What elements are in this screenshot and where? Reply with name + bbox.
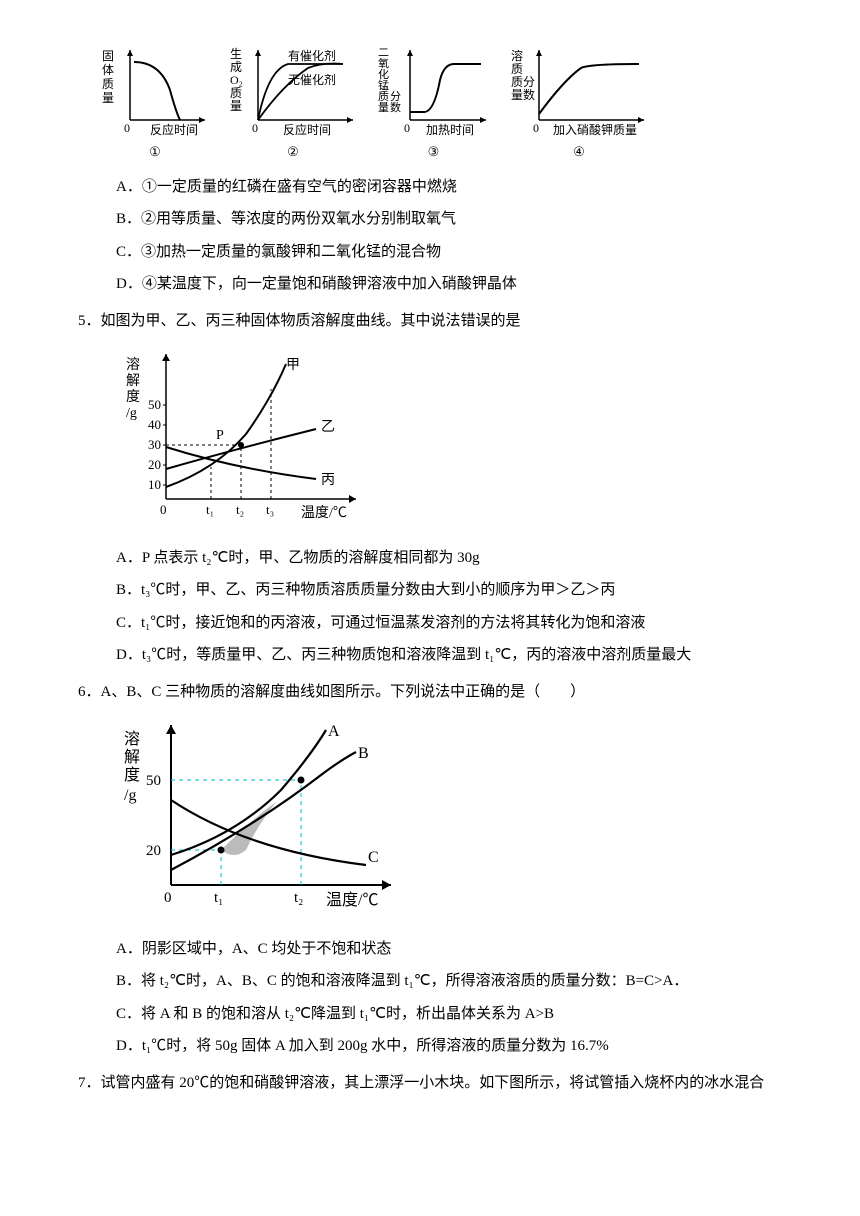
svg-text:t₂: t₂ bbox=[236, 502, 244, 517]
svg-text:解: 解 bbox=[126, 373, 140, 389]
svg-text:10: 10 bbox=[148, 477, 161, 492]
q6-stem: 6．A、B、C 三种物质的溶解度曲线如图所示。下列说法中正确的是（ ） bbox=[78, 678, 800, 707]
svg-text:质: 质 bbox=[511, 62, 523, 76]
svg-text:温度/℃: 温度/℃ bbox=[301, 505, 347, 521]
svg-text:体: 体 bbox=[102, 63, 114, 77]
chart-4-num: ④ bbox=[573, 140, 585, 165]
svg-text:t₁: t₁ bbox=[206, 502, 214, 517]
svg-text:C: C bbox=[368, 849, 379, 866]
svg-text:/g: /g bbox=[124, 787, 136, 804]
svg-text:温度/℃: 温度/℃ bbox=[326, 891, 378, 909]
svg-text:度: 度 bbox=[126, 389, 140, 405]
q5-options: A．P 点表示 t₂℃时，甲、乙物质的溶解度相同都为 30g B．t₃℃时，甲、… bbox=[116, 544, 800, 670]
svg-text:量: 量 bbox=[102, 91, 114, 105]
svg-text:质: 质 bbox=[511, 75, 523, 89]
svg-text:固: 固 bbox=[102, 49, 114, 63]
q5-stem: 5．如图为甲、乙、丙三种固体物质溶解度曲线。其中说法错误的是 bbox=[78, 307, 800, 336]
q6-opt-a: A．阴影区域中，A、C 均处于不饱和状态 bbox=[116, 935, 800, 964]
svg-text:质: 质 bbox=[230, 86, 242, 100]
svg-text:量: 量 bbox=[511, 88, 523, 102]
q4-opt-c: C．③加热一定质量的氯酸钾和二氧化锰的混合物 bbox=[116, 238, 800, 267]
svg-text:溶: 溶 bbox=[511, 48, 523, 63]
svg-text:20: 20 bbox=[146, 843, 161, 859]
svg-text:丙: 丙 bbox=[321, 473, 335, 488]
svg-text:成: 成 bbox=[230, 60, 242, 74]
svg-text:生: 生 bbox=[230, 47, 242, 61]
svg-text:0: 0 bbox=[533, 121, 539, 135]
svg-text:数: 数 bbox=[523, 87, 535, 102]
svg-text:数: 数 bbox=[390, 101, 401, 114]
svg-text:解: 解 bbox=[124, 748, 140, 766]
q4-opt-d: D．④某温度下，向一定量饱和硝酸钾溶液中加入硝酸钾晶体 bbox=[116, 270, 800, 299]
svg-text:0: 0 bbox=[404, 121, 410, 135]
chart-2-svg: 生 成 O₂ 质 量 有催化剂 无催化剂 0 反应时间 bbox=[228, 40, 358, 140]
svg-text:量: 量 bbox=[230, 99, 242, 113]
chart-1-svg: 固 体 质 量 0 反应时间 bbox=[100, 40, 210, 140]
svg-text:加入硝酸钾质量: 加入硝酸钾质量 bbox=[553, 122, 637, 137]
svg-text:0: 0 bbox=[164, 890, 172, 906]
chart-2-num: ② bbox=[287, 140, 299, 165]
q6-svg: 20 50 A B C 溶 解 度 /g 0 t₁ t₂ 温度/℃ bbox=[116, 710, 416, 920]
svg-text:反应时间: 反应时间 bbox=[283, 122, 331, 137]
chart-4-svg: 溶 质 质 量 分 数 0 加入硝酸钾质量 bbox=[509, 40, 649, 140]
svg-text:t₃: t₃ bbox=[266, 502, 274, 517]
q7-stem: 7．试管内盛有 20℃的饱和硝酸钾溶液，其上漂浮一小木块。如下图所示，将试管插入… bbox=[78, 1069, 800, 1098]
chart-4: 溶 质 质 量 分 数 0 加入硝酸钾质量 ④ bbox=[509, 40, 649, 165]
q5-figure: 10 20 30 40 50 t₁ t₂ t₃ P 甲 乙 丙 溶 解 度 /g… bbox=[116, 339, 800, 540]
svg-text:t₂: t₂ bbox=[294, 890, 303, 906]
q6-opt-c: C．将 A 和 B 的饱和溶从 t₂℃降温到 t₁℃时，析出晶体关系为 A>B bbox=[116, 1000, 800, 1029]
svg-text:/g: /g bbox=[126, 406, 137, 421]
svg-text:锰: 锰 bbox=[378, 78, 389, 92]
svg-text:化: 化 bbox=[378, 67, 389, 81]
q6-options: A．阴影区域中，A、C 均处于不饱和状态 B．将 t₂℃时，A、B、C 的饱和溶… bbox=[116, 935, 800, 1061]
svg-text:质: 质 bbox=[102, 77, 114, 91]
svg-text:加热时间: 加热时间 bbox=[426, 123, 474, 137]
svg-text:无催化剂: 无催化剂 bbox=[288, 72, 336, 87]
svg-text:0: 0 bbox=[160, 502, 167, 517]
svg-text:0: 0 bbox=[252, 121, 258, 135]
svg-text:溶: 溶 bbox=[126, 357, 140, 373]
svg-text:甲: 甲 bbox=[286, 358, 300, 373]
svg-text:P: P bbox=[216, 428, 224, 443]
svg-text:溶: 溶 bbox=[124, 730, 140, 748]
chart-3: 二 氧 化 锰 质 量 分 数 0 加热时间 ③ bbox=[376, 40, 491, 165]
svg-text:50: 50 bbox=[146, 773, 161, 789]
top-charts-row: 固 体 质 量 0 反应时间 ① 生 成 O₂ 质 量 有催化剂 无催化剂 0 … bbox=[100, 40, 800, 165]
svg-text:乙: 乙 bbox=[321, 419, 335, 435]
q5-opt-a: A．P 点表示 t₂℃时，甲、乙物质的溶解度相同都为 30g bbox=[116, 544, 800, 573]
chart-2: 生 成 O₂ 质 量 有催化剂 无催化剂 0 反应时间 ② bbox=[228, 40, 358, 165]
svg-text:反应时间: 反应时间 bbox=[150, 122, 198, 137]
svg-text:氧: 氧 bbox=[378, 56, 389, 70]
svg-text:O₂: O₂ bbox=[230, 73, 243, 87]
svg-text:度: 度 bbox=[124, 766, 140, 784]
q5-opt-c: C．t₁℃时，接近饱和的丙溶液，可通过恒温蒸发溶剂的方法将其转化为饱和溶液 bbox=[116, 609, 800, 638]
q4-options: A．①一定质量的红磷在盛有空气的密闭容器中燃烧 B．②用等质量、等浓度的两份双氧… bbox=[116, 173, 800, 299]
q6-opt-d: D．t₁℃时，将 50g 固体 A 加入到 200g 水中，所得溶液的质量分数为… bbox=[116, 1032, 800, 1061]
svg-text:50: 50 bbox=[148, 397, 161, 412]
chart-1-num: ① bbox=[149, 140, 161, 165]
svg-text:t₁: t₁ bbox=[214, 890, 223, 906]
chart-1: 固 体 质 量 0 反应时间 ① bbox=[100, 40, 210, 165]
svg-text:20: 20 bbox=[148, 457, 161, 472]
svg-text:量: 量 bbox=[378, 101, 389, 114]
q5-svg: 10 20 30 40 50 t₁ t₂ t₃ P 甲 乙 丙 溶 解 度 /g… bbox=[116, 339, 376, 529]
q4-opt-b: B．②用等质量、等浓度的两份双氧水分别制取氧气 bbox=[116, 205, 800, 234]
q6-figure: 20 50 A B C 溶 解 度 /g 0 t₁ t₂ 温度/℃ bbox=[116, 710, 800, 931]
svg-text:0: 0 bbox=[124, 121, 130, 135]
svg-text:A: A bbox=[328, 723, 340, 740]
svg-text:有催化剂: 有催化剂 bbox=[288, 48, 336, 63]
svg-text:30: 30 bbox=[148, 437, 161, 452]
svg-text:分: 分 bbox=[523, 75, 535, 89]
svg-text:B: B bbox=[358, 745, 369, 762]
q5-opt-b: B．t₃℃时，甲、乙、丙三种物质溶质质量分数由大到小的顺序为甲＞乙＞丙 bbox=[116, 576, 800, 605]
chart-3-svg: 二 氧 化 锰 质 量 分 数 0 加热时间 bbox=[376, 40, 491, 140]
svg-text:40: 40 bbox=[148, 417, 161, 432]
q5-opt-d: D．t₃℃时，等质量甲、乙、丙三种物质饱和溶液降温到 t₁℃，丙的溶液中溶剂质量… bbox=[116, 641, 800, 670]
chart-3-num: ③ bbox=[428, 140, 440, 165]
q6-opt-b: B．将 t₂℃时，A、B、C 的饱和溶液降温到 t₁℃，所得溶液溶质的质量分数：… bbox=[116, 967, 800, 996]
q4-opt-a: A．①一定质量的红磷在盛有空气的密闭容器中燃烧 bbox=[116, 173, 800, 202]
